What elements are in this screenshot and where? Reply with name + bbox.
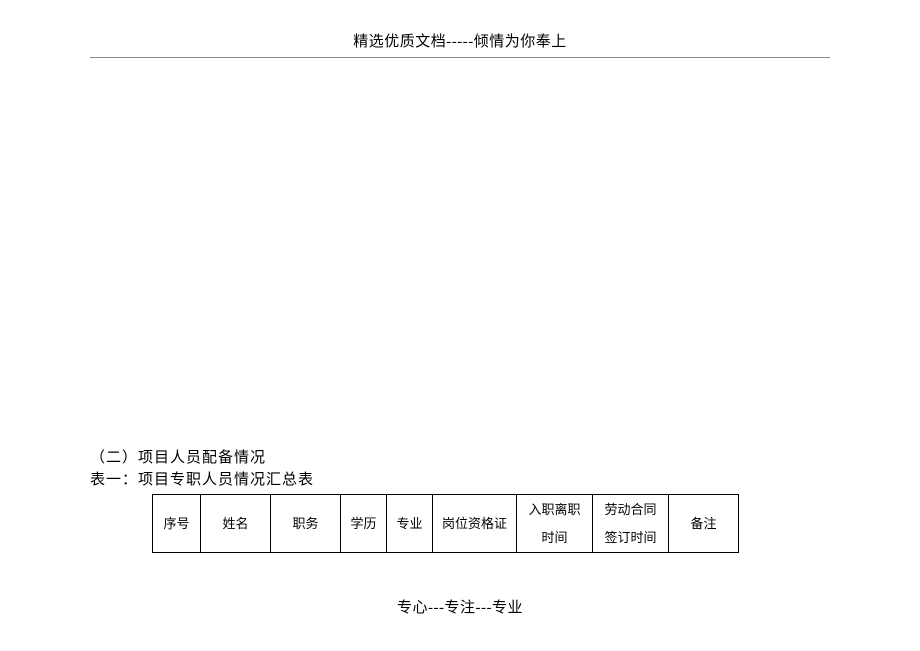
col-contract: 劳动合同签订时间	[593, 495, 669, 553]
col-dates: 入职离职时间	[517, 495, 593, 553]
col-cert: 岗位资格证	[433, 495, 517, 553]
table-header-row: 序号 姓名 职务 学历 专业 岗位资格证 入职离职时间 劳动合同签订时间 备注	[153, 495, 739, 553]
section-heading: （二）项目人员配备情况	[90, 448, 830, 468]
col-name: 姓名	[201, 495, 271, 553]
section-subheading: 表一：项目专职人员情况汇总表	[90, 470, 830, 490]
col-major: 专业	[387, 495, 433, 553]
col-education: 学历	[341, 495, 387, 553]
col-remark: 备注	[669, 495, 739, 553]
col-position: 职务	[271, 495, 341, 553]
page-header: 精选优质文档-----倾情为你奉上	[0, 0, 920, 57]
col-seq: 序号	[153, 495, 201, 553]
page-footer: 专心---专注---专业	[0, 596, 920, 617]
personnel-table: 序号 姓名 职务 学历 专业 岗位资格证 入职离职时间 劳动合同签订时间 备注	[152, 494, 739, 553]
content-block: （二）项目人员配备情况 表一：项目专职人员情况汇总表 序号 姓名 职务 学历 专…	[90, 448, 830, 553]
header-rule	[90, 57, 830, 58]
